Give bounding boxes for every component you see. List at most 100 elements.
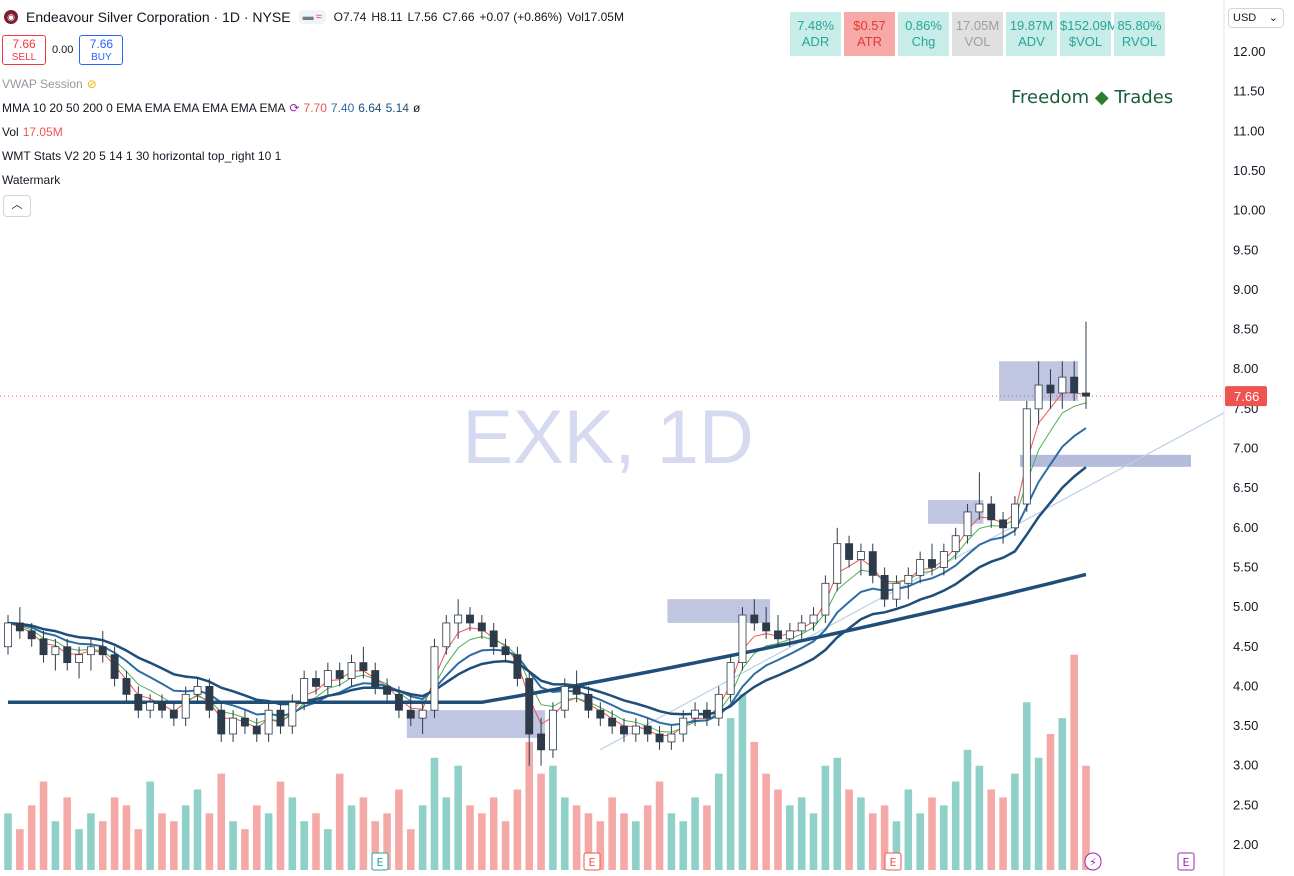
candle-body — [252, 725, 261, 735]
y-tick-label: 6.50 — [1233, 480, 1258, 495]
candle-body — [15, 622, 24, 632]
marker-label: E — [1183, 856, 1190, 869]
minus-icon[interactable]: ▬ — [302, 11, 314, 23]
volume-bar — [371, 821, 380, 870]
vwap-indicator[interactable]: VWAP Session ⊘ — [2, 77, 97, 91]
volume-bar — [324, 829, 332, 870]
volume-bar — [643, 805, 652, 870]
volume-bar — [1034, 757, 1043, 870]
volume-bar — [4, 813, 12, 870]
wmt-label: WMT Stats V2 20 5 14 1 30 horizontal top… — [2, 149, 282, 163]
candle-body — [300, 678, 309, 703]
y-tick-label: 2.00 — [1233, 837, 1258, 852]
candle-body — [466, 614, 474, 624]
symbol-title[interactable]: Endeavour Silver Corporation · 1D · NYSE — [26, 9, 291, 25]
y-tick-label: 9.00 — [1233, 282, 1258, 297]
volume-bar — [229, 821, 237, 870]
marker-label: ⚡ — [1089, 856, 1097, 869]
volume-bar — [667, 813, 676, 870]
candle-body — [513, 654, 522, 679]
currency-select[interactable]: USD ⌄ — [1228, 8, 1284, 28]
buy-button[interactable]: 7.66 BUY — [79, 35, 124, 65]
volume-bar — [383, 813, 391, 870]
dividend-marker-icon — [1084, 852, 1102, 871]
mma-indicator[interactable]: MMA 10 20 50 200 0 EMA EMA EMA EMA EMA E… — [2, 101, 420, 115]
chevron-down-icon: ⌄ — [1268, 12, 1278, 24]
candle-body — [774, 630, 782, 640]
brand-left: Freedom — [1011, 87, 1090, 108]
candle-body — [608, 717, 617, 727]
volume-bar — [1070, 654, 1078, 870]
volume-bar — [264, 813, 273, 870]
candle-body — [584, 693, 593, 711]
volume-bar — [51, 821, 60, 870]
collapse-legend-button[interactable]: ︿ — [3, 195, 31, 217]
candle-body — [726, 662, 735, 695]
volume-bar — [252, 805, 261, 870]
wmt-stats-table: 7.48% ADR $0.57 ATR 0.86% Chg 17.05M VOL 19.87M A… — [790, 12, 1165, 56]
candle-body — [501, 646, 510, 656]
volume-bar — [395, 789, 403, 870]
volume-bar — [786, 805, 794, 870]
candle-body — [1010, 503, 1019, 529]
candle-body — [442, 622, 451, 648]
spread-value: 0.00 — [52, 44, 74, 56]
chevron-up-icon[interactable]: ︿ — [11, 199, 23, 211]
candle-body — [383, 686, 392, 695]
volume-bar — [16, 829, 24, 870]
vol-label: Vol — [2, 125, 19, 139]
candle-body — [537, 733, 546, 751]
volume-bar — [1046, 733, 1055, 870]
volume-bar — [359, 797, 368, 870]
trade-panel: 7.66 SELL 0.00 7.66 BUY — [2, 35, 124, 65]
sell-button[interactable]: 7.66 SELL — [2, 35, 46, 65]
volume-bar — [454, 765, 462, 870]
volume-bar — [833, 757, 842, 870]
wmt-stats-indicator[interactable]: WMT Stats V2 20 5 14 1 30 horizontal top… — [2, 149, 281, 163]
candle-body — [667, 733, 676, 743]
stat-label: Chg — [911, 34, 936, 49]
stat-tile-adv: 19.87M ADV — [1006, 12, 1057, 56]
candle-body — [1058, 376, 1067, 394]
candle-body — [596, 709, 605, 719]
stat-value: 17.05M — [955, 18, 1000, 33]
candle-body — [359, 662, 368, 671]
stat-tile-adr: 7.48% ADR — [790, 12, 841, 56]
stat-label: RVOL — [1121, 34, 1158, 49]
candle-body — [762, 622, 771, 632]
volume-bars — [4, 654, 1090, 870]
volume-bar — [134, 829, 143, 870]
candle-body — [702, 709, 711, 719]
marker-label: E — [589, 856, 596, 869]
y-tick-label: 11.00 — [1233, 123, 1265, 138]
volume-bar — [821, 765, 830, 870]
volume-bar — [703, 805, 711, 870]
volume-bar — [1011, 773, 1019, 870]
volume-bar — [632, 821, 640, 870]
stat-label: ADV — [1018, 34, 1045, 49]
volume-bar — [928, 797, 936, 870]
vol-indicator[interactable]: Vol 17.05M — [2, 125, 63, 139]
watermark-indicator[interactable]: Watermark — [2, 173, 60, 187]
wave-icon[interactable]: ≈ — [315, 11, 322, 23]
volume-bar — [845, 789, 853, 870]
eye-hidden-icon[interactable]: ⊘ — [86, 77, 97, 91]
y-tick-label: 4.50 — [1233, 639, 1258, 654]
volume-bar — [525, 741, 534, 870]
candle-body — [193, 686, 202, 695]
candle-body — [868, 551, 877, 576]
candle-body — [217, 709, 226, 735]
candle-body — [785, 630, 794, 640]
brand-watermark: Freedom ◆ Trades — [1011, 87, 1173, 108]
candle-body — [110, 654, 119, 679]
candle-body — [904, 574, 913, 584]
volume-bar — [27, 805, 36, 870]
volume-bar — [975, 765, 984, 870]
refresh-icon[interactable]: ⟳ — [289, 101, 300, 115]
header-toggle-pill[interactable]: ▬ ≈ — [298, 10, 326, 24]
volume-bar — [335, 773, 344, 870]
stat-value: $152.09M — [1060, 18, 1118, 33]
ohlc-values: O7.74 H8.11 L7.56 C7.66 +0.07 (+0.86%) V… — [334, 10, 624, 24]
volume-bar — [549, 765, 557, 870]
